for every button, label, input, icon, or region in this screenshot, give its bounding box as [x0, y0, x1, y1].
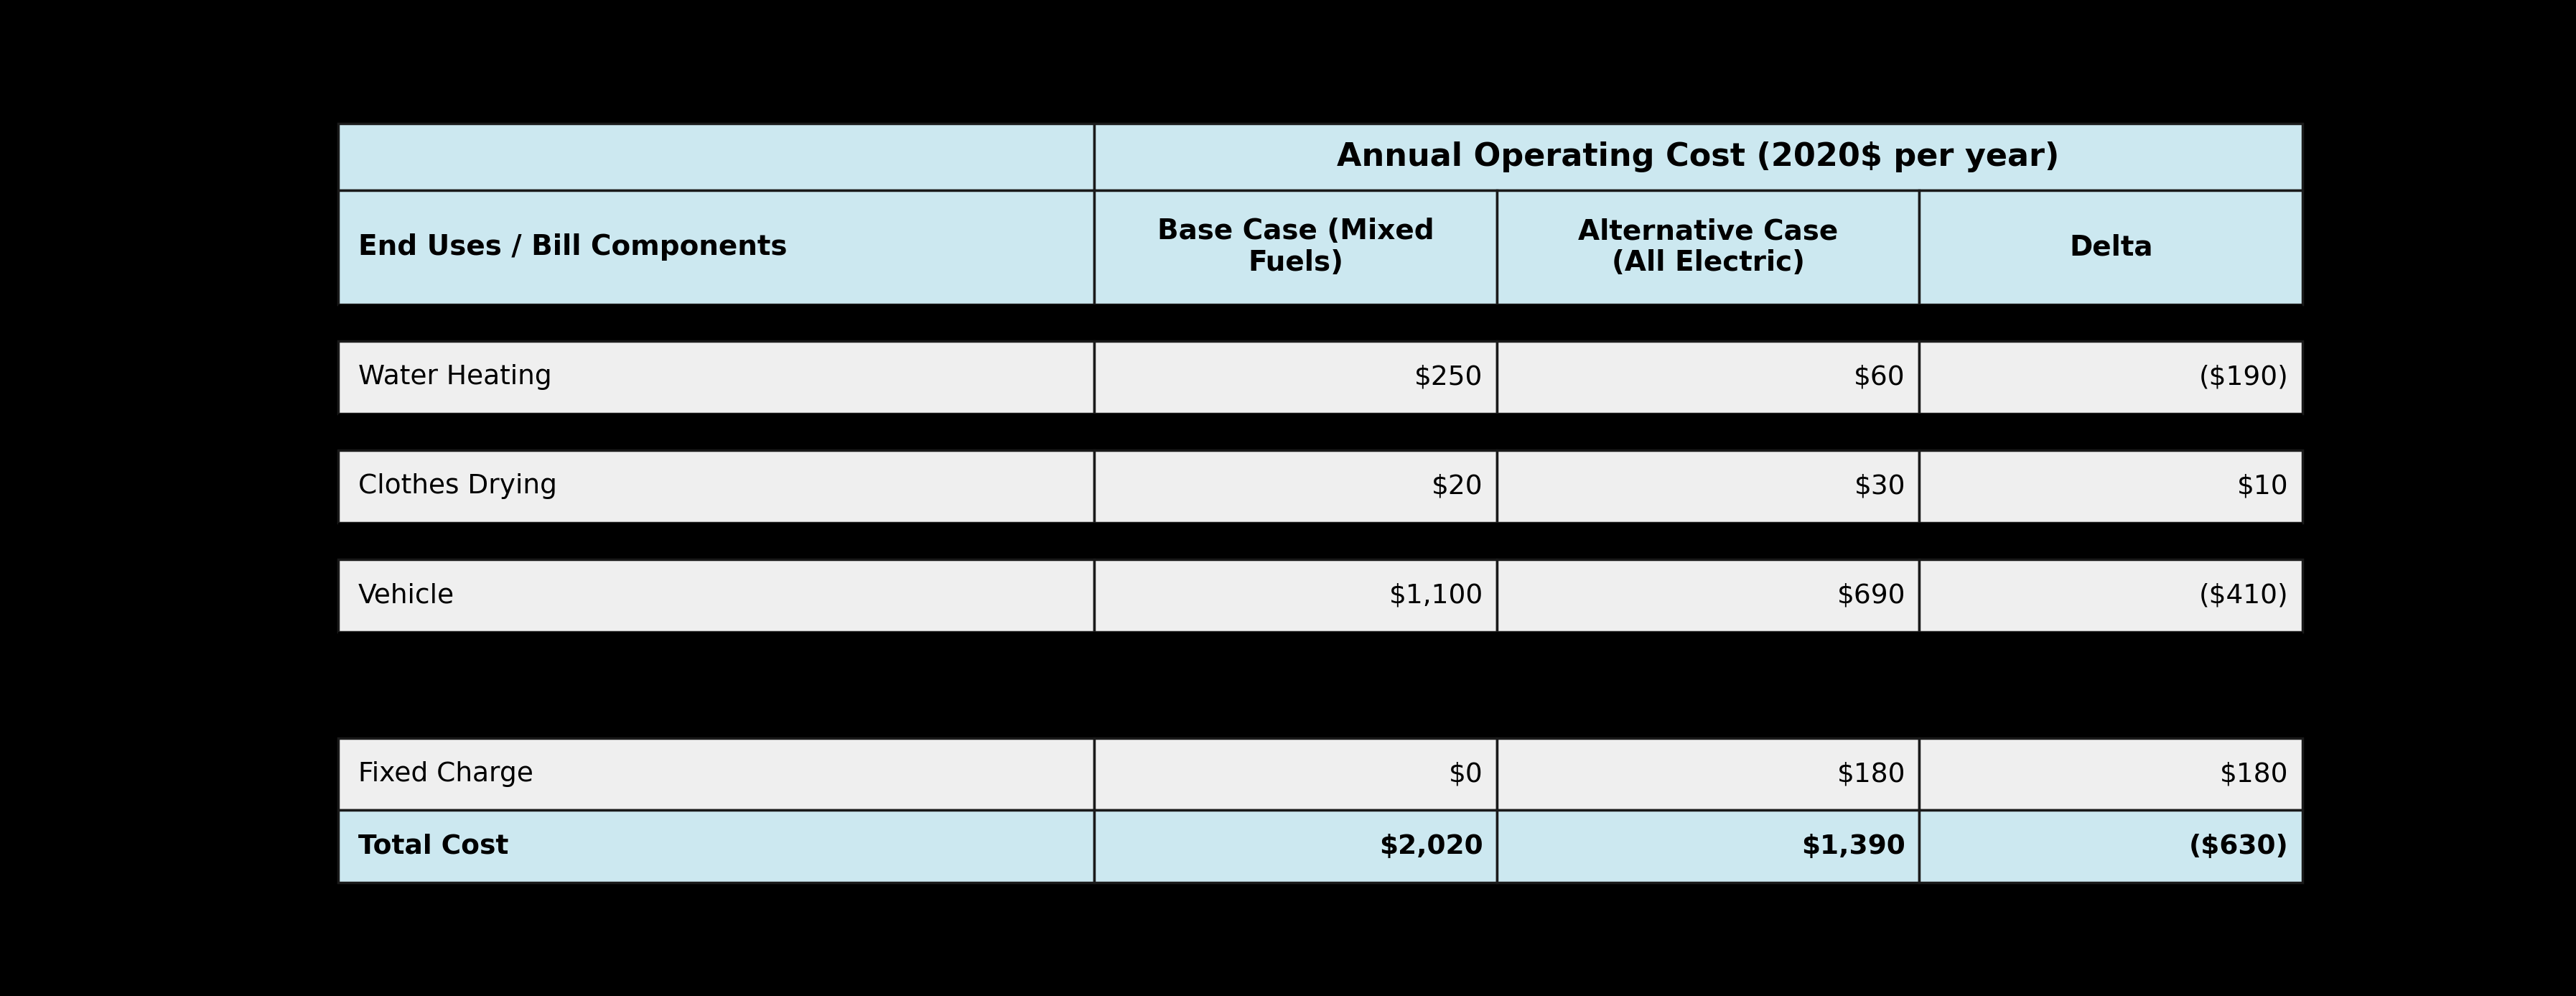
Bar: [1497, 811, 1919, 882]
Text: ($410): ($410): [2200, 583, 2287, 609]
Bar: [1497, 450, 1919, 523]
Bar: [337, 811, 1095, 882]
Text: Base Case (Mixed
Fuels): Base Case (Mixed Fuels): [1157, 218, 1435, 277]
Text: $180: $180: [1837, 761, 1906, 787]
Bar: [1497, 190, 1919, 304]
Bar: [337, 124, 1095, 190]
Text: $1,390: $1,390: [1801, 834, 1906, 860]
Bar: [1095, 190, 1497, 304]
Bar: [1919, 450, 2303, 523]
Bar: [1095, 560, 1497, 631]
Text: Delta: Delta: [2069, 233, 2154, 261]
Text: Vehicle: Vehicle: [358, 583, 453, 609]
Bar: [337, 190, 1095, 304]
Text: ($630): ($630): [2190, 834, 2287, 860]
Bar: [1919, 811, 2303, 882]
Text: Fixed Charge: Fixed Charge: [358, 761, 533, 787]
Bar: [1497, 560, 1919, 631]
Text: $250: $250: [1414, 365, 1484, 390]
Text: $0: $0: [1448, 761, 1484, 787]
Bar: [337, 560, 1095, 631]
Bar: [1095, 738, 1497, 811]
Text: $60: $60: [1855, 365, 1906, 390]
Bar: [1919, 341, 2303, 413]
Bar: [1095, 124, 2303, 190]
Bar: [1095, 811, 1497, 882]
Bar: [337, 450, 1095, 523]
Bar: [337, 631, 2303, 738]
Text: $1,100: $1,100: [1388, 583, 1484, 609]
Text: $10: $10: [2236, 473, 2287, 499]
Bar: [1095, 450, 1497, 523]
Text: $20: $20: [1432, 473, 1484, 499]
Bar: [1919, 190, 2303, 304]
Bar: [337, 523, 2303, 560]
Text: Annual Operating Cost (2020$ per year): Annual Operating Cost (2020$ per year): [1337, 141, 2061, 172]
Bar: [1919, 738, 2303, 811]
Bar: [337, 738, 1095, 811]
Bar: [1497, 341, 1919, 413]
Bar: [1919, 560, 2303, 631]
Text: $690: $690: [1837, 583, 1906, 609]
Text: $2,020: $2,020: [1378, 834, 1484, 860]
Text: End Uses / Bill Components: End Uses / Bill Components: [358, 233, 786, 261]
Bar: [337, 304, 2303, 341]
Text: Alternative Case
(All Electric): Alternative Case (All Electric): [1579, 218, 1839, 277]
Bar: [1497, 738, 1919, 811]
Bar: [337, 413, 2303, 450]
Text: Clothes Drying: Clothes Drying: [358, 473, 556, 499]
Text: ($190): ($190): [2200, 365, 2287, 390]
Text: Total Cost: Total Cost: [358, 834, 507, 860]
Text: $30: $30: [1855, 473, 1906, 499]
Text: $180: $180: [2221, 761, 2287, 787]
Bar: [337, 341, 1095, 413]
Text: Water Heating: Water Heating: [358, 365, 551, 390]
Bar: [1095, 341, 1497, 413]
